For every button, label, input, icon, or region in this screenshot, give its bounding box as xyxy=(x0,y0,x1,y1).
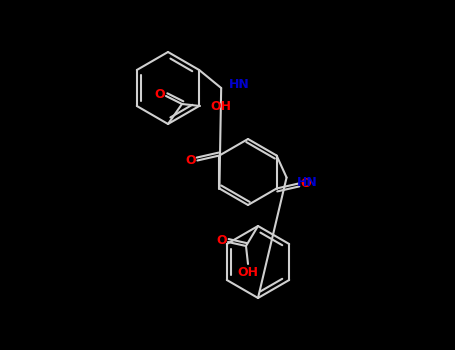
Text: HN: HN xyxy=(297,176,317,189)
Text: O: O xyxy=(217,233,228,246)
Text: OH: OH xyxy=(238,266,258,280)
Text: O: O xyxy=(300,177,311,190)
Text: OH: OH xyxy=(210,99,231,112)
Text: O: O xyxy=(155,88,165,100)
Text: HN: HN xyxy=(229,77,250,91)
Text: O: O xyxy=(185,154,196,167)
